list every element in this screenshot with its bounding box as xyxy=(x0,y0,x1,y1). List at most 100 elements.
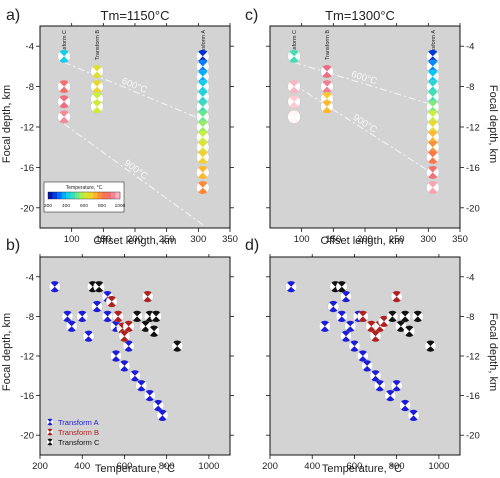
focal-mechanism xyxy=(340,290,352,303)
focal-mechanism xyxy=(82,330,95,343)
focal-mechanism xyxy=(386,310,399,323)
colorbar-swatch xyxy=(111,192,116,199)
y-tick-label: -4 xyxy=(466,42,474,53)
transform-label: Transform A xyxy=(201,30,207,60)
focal-mechanism xyxy=(369,330,382,343)
panel-b-ylabel: Focal depth, km xyxy=(1,313,13,391)
isotherm-line xyxy=(63,123,205,227)
focal-mechanism xyxy=(196,130,210,144)
transform-label: Transform C xyxy=(292,30,298,60)
focal-mechanism xyxy=(390,290,403,303)
panel-a-xlabel: Offset length, km xyxy=(94,235,177,247)
focal-mechanism xyxy=(196,69,210,84)
panel-b-xlabel: Temperature, °C xyxy=(95,463,175,475)
y-tick-label: -20 xyxy=(20,203,34,214)
x-tick-label: 300 xyxy=(420,234,436,245)
focal-mechanism xyxy=(399,399,411,412)
x-tick-label: 200 xyxy=(262,461,278,472)
colorbar-swatch xyxy=(97,192,103,199)
y-tick-label: -12 xyxy=(20,123,34,134)
isotherm-line xyxy=(293,61,433,106)
y-tick-label: -8 xyxy=(26,82,34,93)
x-tick-label: 150 xyxy=(95,234,111,245)
x-tick-label: 200 xyxy=(357,234,373,245)
focal-mechanism xyxy=(407,409,420,422)
focal-mechanism xyxy=(156,409,169,422)
y-tick-label: -20 xyxy=(466,203,480,214)
focal-mechanism xyxy=(196,181,210,195)
x-tick-label: 300 xyxy=(190,234,206,245)
focal-mechanism xyxy=(122,320,135,333)
focal-mechanism xyxy=(131,310,143,323)
x-tick-label: 800 xyxy=(159,461,175,472)
focal-mechanism xyxy=(411,310,424,323)
y-tick-label: -16 xyxy=(20,391,34,402)
focal-mechanism xyxy=(141,290,154,303)
panel-letter-c: c) xyxy=(245,7,258,24)
focal-mechanism xyxy=(287,49,301,63)
focal-mechanism xyxy=(426,181,440,195)
colorbar-tick-label: 200 xyxy=(44,203,52,209)
panel-letter-b: b) xyxy=(6,237,20,254)
focal-mechanism xyxy=(91,300,103,313)
colorbar: Temperature, °C 200 400 600 800 1000 xyxy=(43,181,126,213)
x-tick-label: 350 xyxy=(452,234,468,245)
focal-mechanism xyxy=(287,95,301,109)
y-tick-label: -16 xyxy=(20,163,34,174)
x-tick-label: 200 xyxy=(127,234,143,245)
focal-mechanism xyxy=(340,330,352,343)
legend-marker xyxy=(46,438,54,446)
x-tick-label: 800 xyxy=(389,461,405,472)
y-tick-label: -4 xyxy=(466,272,474,283)
legend-label: Transform B xyxy=(58,428,99,437)
focal-mechanism xyxy=(48,280,61,293)
focal-mechanism xyxy=(348,340,361,352)
x-tick-label: 600 xyxy=(117,461,133,472)
x-tick-label: 1000 xyxy=(428,461,449,472)
focal-mechanism xyxy=(424,340,437,352)
colorbar-swatch xyxy=(52,192,58,199)
focal-mechanism xyxy=(335,310,348,323)
x-tick-label: 400 xyxy=(304,461,320,472)
y-tick-label: -12 xyxy=(20,352,34,363)
colorbar-swatch xyxy=(66,192,71,199)
y-tick-label: -12 xyxy=(466,123,480,134)
colorbar-swatch xyxy=(93,192,98,199)
focal-mechanism xyxy=(320,79,334,94)
panel-b: b) Temperature, °C Focal depth, km 200 40… xyxy=(1,237,234,475)
colorbar-tick-label: 800 xyxy=(98,203,106,209)
focal-mechanism xyxy=(390,379,403,392)
focal-mechanism xyxy=(335,280,348,293)
y-tick-label: -20 xyxy=(20,431,34,442)
focal-mechanism xyxy=(320,100,334,114)
x-tick-label: 600 xyxy=(347,461,363,472)
focal-mechanism xyxy=(139,320,152,333)
transform-label: Transform C xyxy=(62,30,68,60)
transform-label: Transform A xyxy=(431,30,437,60)
colorbar-swatch xyxy=(75,192,80,199)
focal-mechanism xyxy=(285,280,297,293)
panel-c: c) Tm=1300°C Offset length, km Focal dep… xyxy=(245,7,499,247)
focal-mechanism xyxy=(105,295,118,308)
isotherm-line xyxy=(63,61,203,121)
focal-mechanism xyxy=(57,49,71,63)
colorbar-tick-label: 400 xyxy=(62,203,70,209)
focal-mechanism xyxy=(65,320,78,333)
focal-mechanism xyxy=(384,389,397,402)
x-tick-label: 100 xyxy=(64,234,80,245)
colorbar-swatch xyxy=(61,192,67,199)
colorbar-swatch xyxy=(79,192,85,199)
colorbar-swatch xyxy=(88,192,94,199)
focal-mechanism xyxy=(93,280,105,293)
focal-mechanism xyxy=(287,110,301,124)
focal-mechanism xyxy=(357,310,369,323)
panel-d-ylabel: Focal depth, km xyxy=(487,313,499,391)
focal-mechanism xyxy=(373,379,386,392)
colorbar-title: Temperature, °C xyxy=(66,185,103,191)
colorbar-swatch xyxy=(57,192,62,199)
transform-label: Transform B xyxy=(325,30,331,60)
colorbar-tick-label: 600 xyxy=(80,203,88,209)
focal-mechanism xyxy=(112,310,124,323)
panel-c-xlabel: Offset length, km xyxy=(321,235,404,247)
